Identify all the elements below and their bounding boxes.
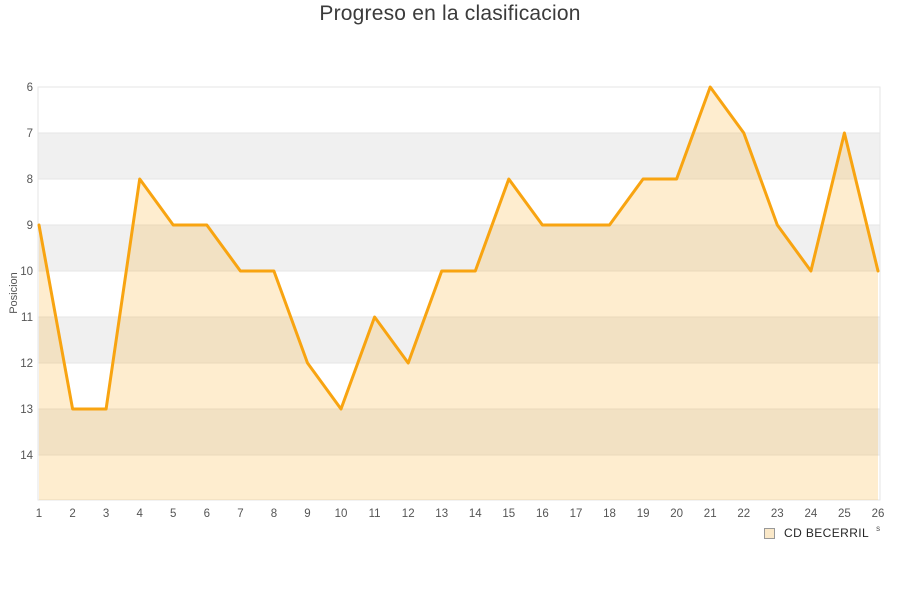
x-tick-label: 23 (771, 508, 784, 520)
x-tick-label: 18 (603, 508, 616, 520)
x-tick-label: 1 (36, 508, 42, 520)
x-tick-label: 22 (737, 508, 750, 520)
x-tick-label: 3 (103, 508, 109, 520)
y-tick-label: 6 (27, 82, 33, 94)
y-tick-label: 14 (20, 450, 33, 462)
legend-item[interactable]: CD BECERRIL s (764, 523, 881, 540)
x-tick-label: 10 (335, 508, 348, 520)
x-tick-label: 13 (435, 508, 448, 520)
y-tick-label: 12 (20, 358, 33, 370)
legend-swatch-icon (764, 527, 775, 539)
y-tick-label: 11 (21, 312, 33, 324)
grid-band (38, 317, 880, 363)
x-tick-label: 12 (402, 508, 415, 520)
x-tick-label: 20 (670, 508, 683, 520)
y-tick-label: 8 (27, 174, 33, 186)
x-tick-label: 17 (570, 508, 583, 520)
chart-title: Progreso en la clasificacion (319, 2, 581, 25)
x-tick-label: 24 (805, 508, 818, 520)
x-tick-label: 25 (838, 508, 851, 520)
x-tick-label: 19 (637, 508, 650, 520)
y-tick-label: 9 (27, 220, 33, 232)
x-tick-label: 16 (536, 508, 549, 520)
x-tick-label: 14 (469, 508, 482, 520)
x-tick-label: 21 (704, 508, 717, 520)
x-tick-label: 5 (170, 508, 176, 520)
grid-band (38, 409, 880, 455)
y-axis-title: Posicion (8, 272, 20, 314)
x-tick-label: 11 (369, 508, 381, 520)
x-tick-label: 9 (304, 508, 310, 520)
legend-suffix: s (876, 523, 881, 533)
grid-band (38, 133, 880, 179)
y-tick-label: 13 (20, 404, 33, 416)
x-tick-label: 6 (204, 508, 210, 520)
legend-label: CD BECERRIL (784, 526, 870, 540)
y-tick-label: 7 (27, 128, 33, 140)
series-area (39, 87, 878, 500)
series-line[interactable] (37, 85, 880, 411)
x-tick-label: 7 (237, 508, 243, 520)
x-tick-label: 26 (872, 508, 885, 520)
x-tick-label: 8 (271, 508, 277, 520)
x-tick-label: 2 (69, 508, 75, 520)
y-tick-label: 10 (20, 266, 33, 278)
grid-band (38, 225, 880, 271)
x-tick-label: 4 (136, 508, 143, 520)
x-tick-label: 15 (502, 508, 515, 520)
